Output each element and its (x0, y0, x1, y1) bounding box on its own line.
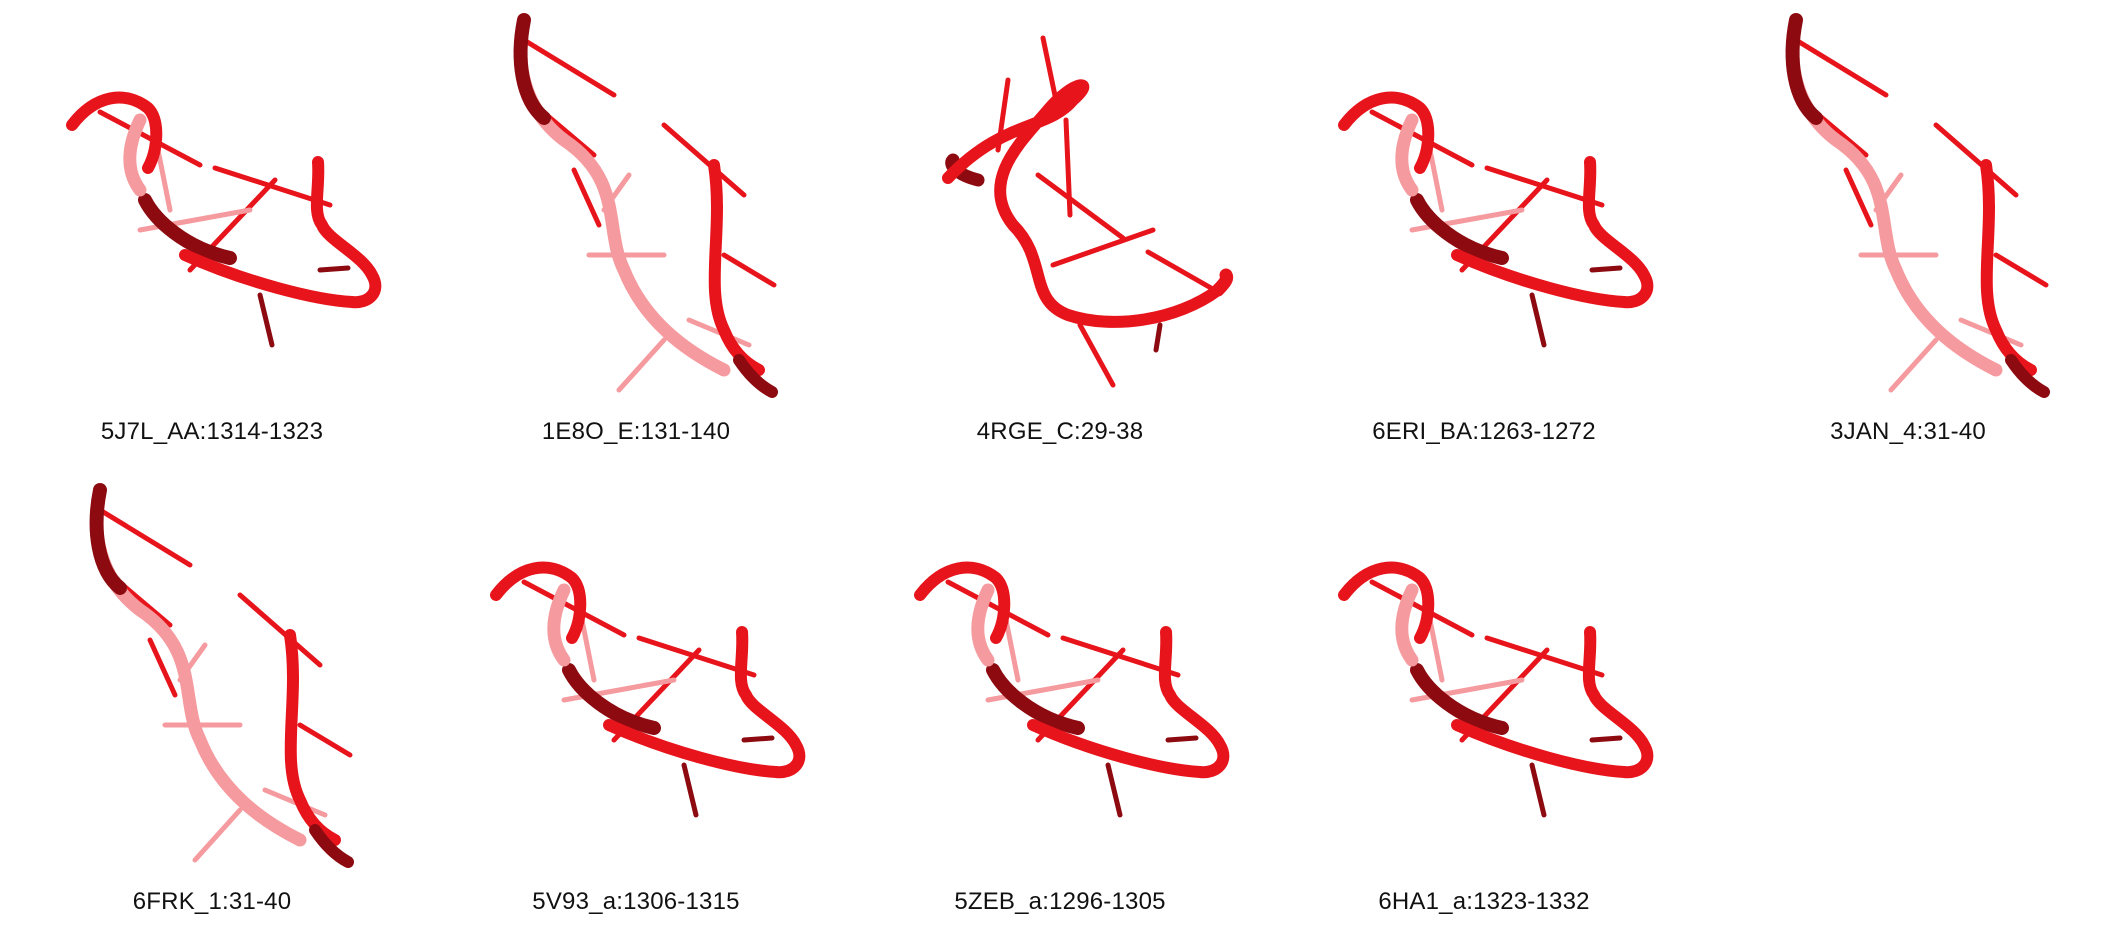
base-stick (681, 762, 699, 818)
structure-panel: 6ERI_BA:1263-1272 (1272, 0, 1696, 470)
base-stick (1843, 167, 1874, 228)
backbone-tube (914, 561, 1011, 644)
base-stick (1369, 579, 1475, 638)
backbone-tube (1027, 626, 1230, 779)
backbone-tube (986, 663, 1085, 735)
base-stick (521, 579, 627, 638)
backbone-tube (1451, 626, 1654, 779)
base-stick (97, 109, 203, 168)
base-stick (1589, 735, 1623, 743)
structure-panel: 3JAN_4:31-40 (1696, 0, 2120, 470)
backbone-tube (1410, 663, 1509, 735)
base-stick (257, 292, 275, 348)
structure-panel: 5ZEB_a:1296-1305 (848, 470, 1272, 940)
backbone-tube (179, 156, 382, 309)
base-stick (1933, 122, 2019, 198)
base-stick (741, 735, 775, 743)
backbone-tube (1211, 268, 1234, 297)
base-stick (1035, 172, 1126, 241)
base-stick (237, 592, 323, 668)
base-stick (1529, 292, 1547, 348)
backbone-tube (123, 113, 147, 197)
backbone-tube (138, 193, 237, 265)
structure-label: 3JAN_4:31-40 (1830, 418, 1986, 445)
backbone-tube (603, 626, 806, 779)
backbone-tube (89, 483, 307, 847)
backbone-tube (1395, 583, 1419, 667)
base-stick (1165, 735, 1199, 743)
rna-structure-render (66, 91, 382, 348)
base-stick (97, 507, 193, 568)
base-stick (212, 165, 333, 208)
backbone-tube (1395, 113, 1419, 197)
structure-label: 6HA1_a:1323-1332 (1378, 888, 1590, 915)
rna-structure-render (1338, 561, 1654, 818)
base-stick (1529, 762, 1547, 818)
backbone-tube (513, 13, 551, 125)
base-stick (521, 37, 617, 98)
backbone-tube (89, 483, 127, 595)
rna-structure-render (1338, 91, 1654, 348)
base-stick (1153, 322, 1163, 353)
base-stick (1105, 762, 1123, 818)
base-stick (1993, 252, 2049, 288)
backbone-tube (1785, 13, 2003, 377)
base-stick (1060, 635, 1181, 678)
base-stick (317, 265, 351, 273)
backbone-tube (309, 824, 354, 868)
base-stick (1077, 322, 1116, 388)
backbone-tube (1410, 193, 1509, 265)
backbone-tube (490, 561, 587, 644)
base-stick (1589, 265, 1623, 273)
base-stick (1369, 109, 1475, 168)
backbone-tube (66, 91, 163, 174)
base-stick (616, 337, 667, 393)
structure-panel: 1E8O_E:131-140 (424, 0, 848, 470)
base-stick (1050, 227, 1156, 268)
rna-structure-render (513, 13, 778, 398)
structure-label: 6ERI_BA:1263-1272 (1372, 418, 1596, 445)
structure-label: 4RGE_C:29-38 (976, 418, 1144, 445)
structure-panel: 4RGE_C:29-38 (848, 0, 1272, 470)
backbone-tube (513, 13, 731, 377)
base-stick (721, 252, 777, 288)
rna-structure-render (490, 561, 806, 818)
structure-panel: 6FRK_1:31-40 (0, 470, 424, 940)
structure-panel: 5J7L_AA:1314-1323 (0, 0, 424, 470)
backbone-tube (562, 663, 661, 735)
backbone-tube (1338, 561, 1435, 644)
structure-label: 5J7L_AA:1314-1323 (100, 418, 324, 445)
rna-structure-render (89, 483, 354, 868)
backbone-tube (547, 583, 571, 667)
base-stick (636, 635, 757, 678)
structure-panel: 6HA1_a:1323-1332 (1272, 470, 1696, 940)
backbone-tube (733, 354, 778, 398)
base-stick (1793, 37, 1889, 98)
rna-structure-render (1785, 13, 2050, 398)
backbone-tube (942, 79, 1224, 328)
base-stick (192, 807, 243, 863)
rna-structure-render (914, 561, 1230, 818)
backbone-tube (2005, 354, 2050, 398)
base-stick (1484, 165, 1605, 208)
structure-label: 1E8O_E:131-140 (541, 418, 731, 445)
backbone-tube (1785, 13, 1823, 125)
backbone-tube (1338, 91, 1435, 174)
structure-label: 5V93_a:1306-1315 (532, 888, 740, 915)
base-stick (571, 167, 602, 228)
base-stick (297, 722, 353, 758)
structure-label: 5ZEB_a:1296-1305 (954, 888, 1166, 915)
base-stick (661, 122, 747, 198)
base-stick (1145, 249, 1221, 295)
backbone-tube (1451, 156, 1654, 309)
base-stick (1888, 337, 1939, 393)
rna-structure-render (942, 35, 1234, 388)
base-stick (945, 579, 1051, 638)
structure-panel: 5V93_a:1306-1315 (424, 470, 848, 940)
base-stick (147, 637, 178, 698)
backbone-tube (971, 583, 995, 667)
base-stick (1484, 635, 1605, 678)
structure-label: 6FRK_1:31-40 (132, 888, 292, 915)
